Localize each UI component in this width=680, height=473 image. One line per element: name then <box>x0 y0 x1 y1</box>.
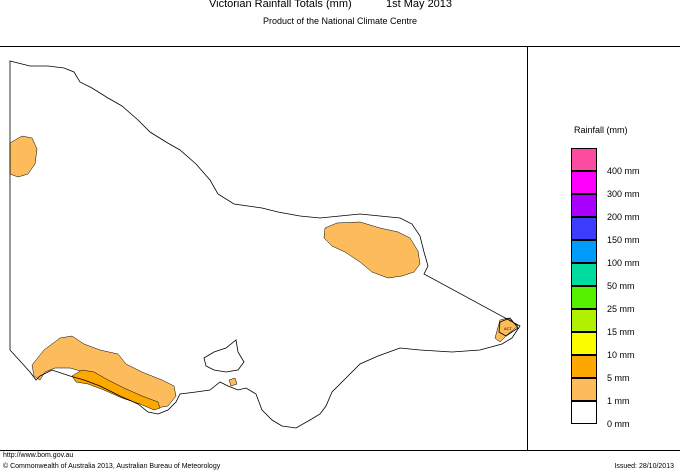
rain-area-west <box>9 135 38 178</box>
map-frame <box>0 46 680 451</box>
legend-swatch <box>571 217 597 240</box>
legend-label: 200 mm <box>607 212 640 222</box>
footer-url[interactable]: http://www.bom.gov.au <box>3 452 74 459</box>
legend-label: 10 mm <box>607 350 635 360</box>
legend-label: 50 mm <box>607 281 635 291</box>
map-panel: ACT <box>0 46 528 451</box>
legend-label: 15 mm <box>607 327 635 337</box>
legend-swatch <box>571 240 597 263</box>
legend-label: 0 mm <box>607 419 630 429</box>
legend-label: 5 mm <box>607 373 630 383</box>
legend-label: 100 mm <box>607 258 640 268</box>
victoria-map: ACT <box>9 60 521 429</box>
rain-area-geelong <box>228 377 238 387</box>
legend-label: 1 mm <box>607 396 630 406</box>
port-phillip-bay <box>203 339 245 373</box>
legend-label: 400 mm <box>607 166 640 176</box>
legend-title: Rainfall (mm) <box>574 125 628 135</box>
map-subtitle: Product of the National Climate Centre <box>262 16 418 26</box>
footer-issued-date: Issued: 28/10/2013 <box>614 463 674 470</box>
rain-area-southwest <box>31 335 177 409</box>
legend-swatch <box>571 332 597 355</box>
rain-area-east-coast <box>494 317 519 343</box>
legend-swatch <box>571 355 597 378</box>
rain-area-otways <box>71 369 161 411</box>
map-date: 1st May 2013 <box>386 0 453 10</box>
legend-label: 300 mm <box>607 189 640 199</box>
footer-copyright: © Commonwealth of Australia 2013, Austra… <box>3 463 221 470</box>
legend-swatch <box>571 148 597 171</box>
legend-swatch <box>571 171 597 194</box>
rain-area-northeast <box>323 221 421 279</box>
act-border <box>498 317 519 337</box>
legend-swatch <box>571 378 597 401</box>
legend-label: 25 mm <box>607 304 635 314</box>
victoria-coastline <box>9 60 521 429</box>
legend-swatch <box>571 286 597 309</box>
act-label: ACT <box>504 326 513 331</box>
map-title: Victorian Rainfall Totals (mm) <box>209 0 352 10</box>
legend-swatch <box>571 401 597 424</box>
legend-label: 150 mm <box>607 235 640 245</box>
map-title-row: Victorian Rainfall Totals (mm) 1st May 2… <box>0 0 680 14</box>
legend-swatch <box>571 194 597 217</box>
legend-swatch <box>571 263 597 286</box>
legend-swatch <box>571 309 597 332</box>
